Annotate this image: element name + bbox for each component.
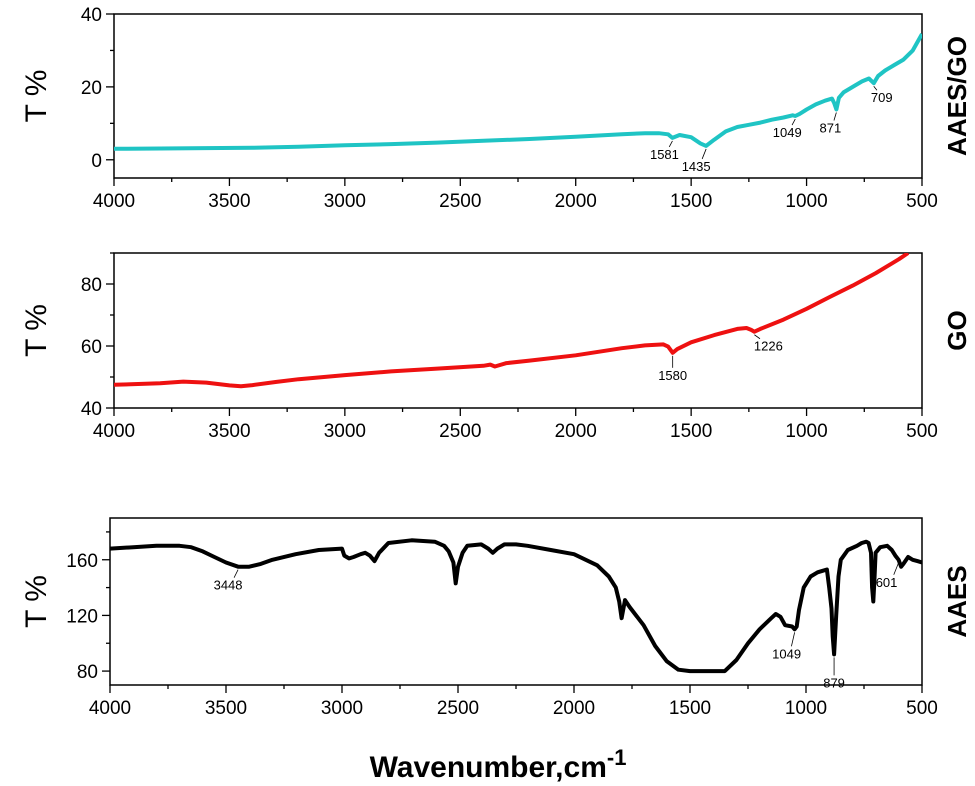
x-axis-label: Wavenumber,cm-1 xyxy=(370,745,627,784)
annotation-leader xyxy=(701,148,707,160)
peak-annotation: 1049 xyxy=(772,646,801,661)
y-tick-label: 80 xyxy=(81,275,102,296)
y-axis-label: T % xyxy=(20,304,53,357)
y-tick-label: 160 xyxy=(66,551,98,572)
x-tick-label: 4000 xyxy=(93,191,135,212)
panel-aaes: 4000 3500 3000 2500 2000 1500 1000 500 80 120 160 T… xyxy=(20,517,972,719)
x-tick-label: 2000 xyxy=(553,698,595,719)
annotation-leader xyxy=(893,562,899,575)
x-tick-label: 500 xyxy=(906,191,938,212)
sample-label: GO xyxy=(942,310,972,350)
y-tick-label: 0 xyxy=(91,151,102,172)
x-tick-label: 2000 xyxy=(555,191,597,212)
x-tick-label: 1000 xyxy=(785,421,827,442)
annotation-leader xyxy=(233,569,239,578)
y-tick-label: 40 xyxy=(81,5,102,26)
y-axis-label: T % xyxy=(20,70,53,123)
peak-annotation: 1435 xyxy=(682,159,711,174)
peak-annotation: 1580 xyxy=(658,368,687,383)
peak-annotation: 601 xyxy=(876,575,898,590)
panel-go: 4000 3500 3000 2500 2000 1500 1000 500 40 60 80 T %… xyxy=(20,252,972,442)
y-axis-label: T % xyxy=(20,575,53,628)
spectrum-line xyxy=(114,33,922,151)
x-axis-label-text: Wavenumber,cm xyxy=(370,751,607,784)
x-tick-label: 500 xyxy=(906,698,938,719)
y-tick-label: 40 xyxy=(81,399,102,420)
x-tick-label: 4000 xyxy=(93,421,135,442)
x-tick-label: 4000 xyxy=(89,698,131,719)
x-tick-label: 2000 xyxy=(555,421,597,442)
annotation-leader xyxy=(833,112,837,121)
x-tick-label: 1500 xyxy=(670,191,712,212)
y-tick-label: 60 xyxy=(81,337,102,358)
x-tick-label: 3000 xyxy=(324,421,366,442)
x-tick-label: 500 xyxy=(906,421,938,442)
x-tick-label: 2500 xyxy=(437,698,479,719)
spectrum-line xyxy=(110,538,922,674)
peak-annotation: 1581 xyxy=(650,147,679,162)
peak-annotation: 709 xyxy=(871,90,893,105)
x-tick-label: 3000 xyxy=(321,698,363,719)
x-tick-label: 2500 xyxy=(439,421,481,442)
annotation-leader xyxy=(791,118,796,126)
peak-annotation: 871 xyxy=(820,120,842,135)
spectrum-line xyxy=(114,253,910,389)
x-axis-label-superscript: -1 xyxy=(607,745,627,770)
y-tick-label: 20 xyxy=(81,78,102,99)
panel-aaes-go: 4000 3500 3000 2500 2000 1500 1000 500 0 20 40 T % A… xyxy=(20,5,972,212)
x-tick-label: 3500 xyxy=(208,191,250,212)
annotation-leader xyxy=(754,334,761,340)
x-tick-label: 3500 xyxy=(208,421,250,442)
x-tick-label: 1000 xyxy=(785,698,827,719)
peak-annotation: 1049 xyxy=(773,125,802,140)
x-tick-label: 3500 xyxy=(205,698,247,719)
peak-annotation: 879 xyxy=(823,675,845,690)
annotation-leader xyxy=(791,632,796,647)
plot-frame xyxy=(113,13,923,179)
sample-label: AAES/GO xyxy=(942,36,972,156)
annotation-leader xyxy=(873,85,878,91)
x-tick-label: 1500 xyxy=(670,421,712,442)
y-tick-label: 120 xyxy=(66,606,98,627)
sample-label: AAES xyxy=(942,565,972,637)
x-tick-label: 3000 xyxy=(324,191,366,212)
peak-annotation: 3448 xyxy=(214,578,243,593)
x-tick-label: 1500 xyxy=(669,698,711,719)
peak-annotation: 1226 xyxy=(754,339,783,354)
annotation-leader xyxy=(668,140,673,148)
x-tick-label: 1000 xyxy=(785,191,827,212)
y-tick-label: 80 xyxy=(77,662,98,683)
x-tick-label: 2500 xyxy=(439,191,481,212)
